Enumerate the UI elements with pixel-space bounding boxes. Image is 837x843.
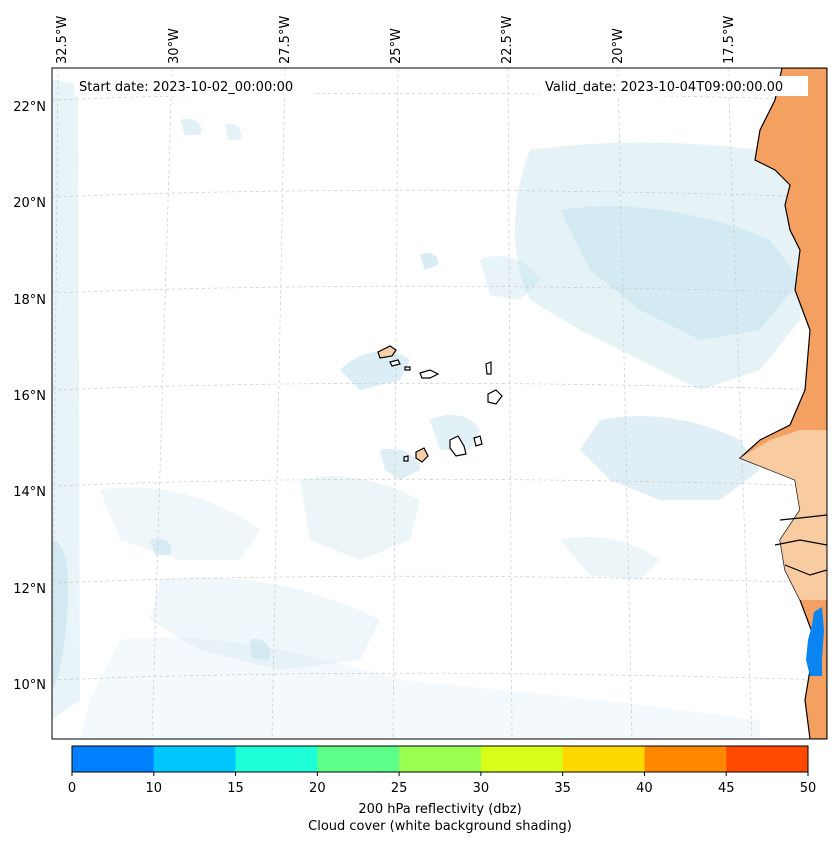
lon-label: 32.5°W: [55, 16, 70, 64]
colorbar-segment: [480, 746, 564, 772]
map-panel: [52, 68, 827, 739]
colorbar-tick-label: 40: [636, 781, 653, 796]
colorbar-ticks: 0 10 15 20 25 30 35 40 45 50: [68, 772, 816, 796]
longitude-labels: 32.5°W 30°W 27.5°W 25°W 22.5°W 20°W 17.5…: [55, 16, 737, 64]
colorbar-segment: [72, 746, 155, 772]
colorbar-segment: [726, 746, 809, 772]
lat-label: 18°N: [13, 293, 46, 308]
reflectivity-echo: [806, 607, 824, 676]
lat-label: 10°N: [13, 678, 46, 693]
lat-label: 22°N: [13, 100, 46, 115]
start-date-label: Start date: 2023-10-02_00:00:00: [79, 80, 293, 95]
cloud-cover-shading: [52, 80, 810, 739]
colorbar-segment: [235, 746, 318, 772]
colorbar-segment: [644, 746, 727, 772]
africa-rivers: [774, 514, 827, 576]
valid-date-box: [540, 76, 808, 96]
colorbar-label-line2: Cloud cover (white background shading): [308, 819, 572, 834]
lon-label: 17.5°W: [722, 16, 737, 64]
africa-coast-light-band: [740, 430, 827, 600]
latitude-labels: 22°N 20°N 18°N 16°N 14°N 12°N 10°N: [13, 100, 46, 693]
lat-label: 14°N: [13, 485, 46, 500]
colorbar-segments: [72, 746, 809, 772]
lon-label: 22.5°W: [500, 16, 515, 64]
lon-label: 25°W: [389, 28, 404, 64]
valid-date-label: Valid_date: 2023-10-04T09:00:00.00: [545, 80, 783, 95]
lon-label: 30°W: [167, 28, 182, 64]
lon-label: 27.5°W: [278, 16, 293, 64]
lon-label: 20°W: [611, 28, 626, 64]
lat-label: 12°N: [13, 582, 46, 597]
colorbar-tick-label: 35: [554, 781, 571, 796]
colorbar-frame: [71, 745, 809, 773]
map-frame: [51, 67, 828, 740]
lat-label: 20°N: [13, 196, 46, 211]
start-date-box: [74, 76, 314, 96]
colorbar-segment: [153, 746, 237, 772]
map-content: [52, 68, 827, 739]
colorbar-label-line1: 200 hPa reflectivity (dbz): [358, 802, 521, 817]
cape-verde-islands: [377, 345, 503, 463]
colorbar-tick-label: 30: [473, 781, 490, 796]
colorbar-tick-label: 45: [718, 781, 735, 796]
colorbar-segment: [399, 746, 482, 772]
colorbar-segment: [562, 746, 645, 772]
colorbar-tick-label: 15: [227, 781, 244, 796]
colorbar-tick-label: 20: [309, 781, 326, 796]
colorbar-tick-label: 0: [68, 781, 76, 796]
colorbar: 0 10 15 20 25 30 35 40 45 50 200 hPa reflectivity…: [68, 745, 816, 834]
colorbar-tick-label: 50: [800, 781, 817, 796]
map-gridlines: [52, 68, 827, 739]
lat-label: 16°N: [13, 389, 46, 404]
colorbar-tick-label: 25: [391, 781, 408, 796]
colorbar-segment: [317, 746, 400, 772]
colorbar-tick-label: 10: [146, 781, 163, 796]
